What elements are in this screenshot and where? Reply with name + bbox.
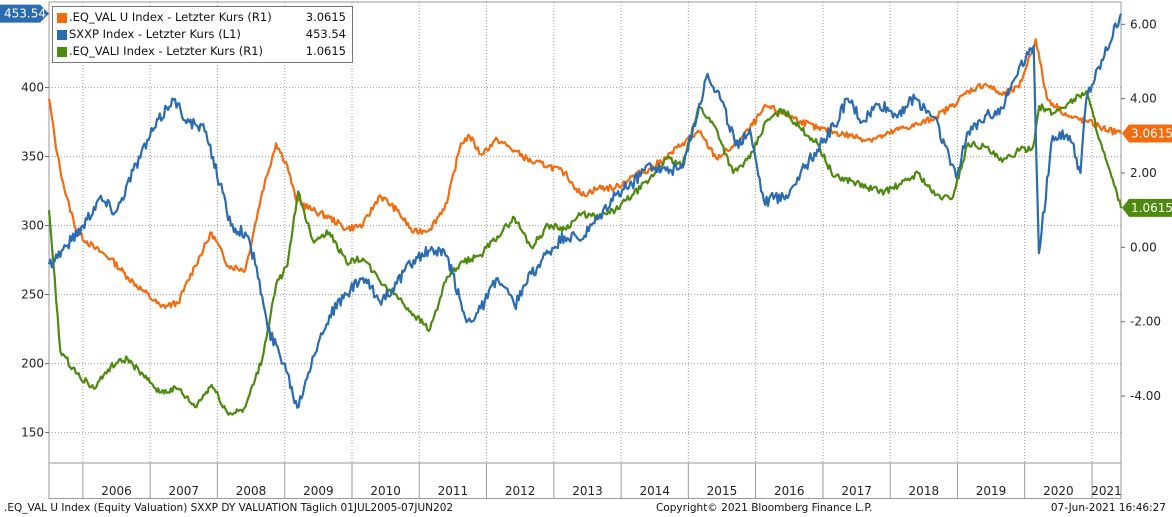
- series-line: [47, 13, 1123, 409]
- left-tick-label: 200: [21, 357, 44, 371]
- x-tick-label: 2009: [303, 484, 334, 498]
- last-value-tag: 3.0615: [1122, 124, 1172, 143]
- x-tick-label: 2015: [707, 484, 738, 498]
- left-tick-label: 400: [21, 81, 44, 95]
- legend-item-eq-val: .EQ_VAL U Index - Letzter Kurs (R1) 3.06…: [53, 10, 352, 26]
- legend-item-sxxp: SXXP Index - Letzter Kurs (L1) 453.54: [53, 27, 352, 43]
- legend-swatch-sxxp: [57, 30, 67, 40]
- x-tick-label: 2006: [101, 484, 132, 498]
- x-tick-label: 2021: [1091, 484, 1122, 498]
- right-tick-label: 4.00: [1130, 92, 1157, 106]
- left-tick-label: 250: [21, 288, 44, 302]
- x-tick-label: 2008: [236, 484, 267, 498]
- right-tick-label: -4.00: [1130, 389, 1161, 403]
- right-tick-label: 6.00: [1130, 17, 1157, 31]
- series-lines: [47, 13, 1123, 416]
- left-axis: 150 200 250 300 350 400: [21, 81, 49, 440]
- legend-swatch-eq-val: [57, 13, 67, 23]
- footer-source: .EQ_VAL U Index (Equity Valuation) SXXP …: [4, 502, 454, 514]
- x-tick-label: 2016: [774, 484, 805, 498]
- legend-label-sxxp: SXXP Index - Letzter Kurs (L1): [69, 27, 241, 41]
- x-tick-label: 2013: [572, 484, 603, 498]
- left-tick-label: 150: [21, 426, 44, 440]
- last-value-tags: 3.0615 1.0615 453.54: [0, 4, 1172, 217]
- grid-lines: [49, 2, 1121, 463]
- svg-text:3.0615: 3.0615: [1131, 127, 1172, 141]
- x-tick-label: 2011: [438, 484, 469, 498]
- legend-label-eq-vali: .EQ_VALI Index - Letzter Kurs (R1): [69, 44, 264, 58]
- footer-timestamp: 07-Jun-2021 16:46:27: [1050, 502, 1166, 514]
- footer: .EQ_VAL U Index (Equity Valuation) SXXP …: [0, 499, 1172, 517]
- last-value-tag: 1.0615: [1122, 198, 1172, 217]
- svg-text:1.0615: 1.0615: [1131, 201, 1172, 215]
- left-tick-label: 350: [21, 150, 44, 164]
- x-tick-label: 2012: [505, 484, 536, 498]
- series-line: [47, 38, 1122, 310]
- x-tick-label: 2017: [841, 484, 872, 498]
- legend-item-eq-vali: .EQ_VALI Index - Letzter Kurs (R1) 1.061…: [53, 44, 352, 60]
- legend-value-sxxp: 453.54: [305, 27, 346, 41]
- x-axis: 2006 2007 2008 2009 2010 2011 2012 2013 2014 2015…: [48, 463, 1122, 499]
- chart-svg: 150 200 250 300 350 400 -4.00 -2.00 0.00 2.00 4.0…: [0, 1, 1172, 499]
- footer-copyright: Copyright© 2021 Bloomberg Finance L.P.: [656, 502, 873, 514]
- x-tick-label: 2014: [639, 484, 670, 498]
- right-tick-label: 0.00: [1130, 240, 1157, 254]
- x-tick-label: 2018: [909, 484, 940, 498]
- legend-swatch-eq-vali: [57, 47, 67, 57]
- legend-label-eq-val: .EQ_VAL U Index - Letzter Kurs (R1): [69, 10, 272, 24]
- legend-value-eq-val: 3.0615: [305, 10, 346, 24]
- legend: .EQ_VAL U Index - Letzter Kurs (R1) 3.06…: [52, 6, 353, 63]
- right-axis: -4.00 -2.00 0.00 2.00 4.00 6.00: [1121, 17, 1161, 403]
- left-tick-label: 300: [21, 219, 44, 233]
- x-tick-label: 2020: [1043, 484, 1074, 498]
- series-line: [47, 90, 1123, 416]
- x-tick-label: 2007: [168, 484, 199, 498]
- right-tick-label: 2.00: [1130, 166, 1157, 180]
- x-tick-label: 2019: [976, 484, 1007, 498]
- legend-value-eq-vali: 1.0615: [305, 44, 346, 58]
- right-tick-label: -2.00: [1130, 315, 1161, 329]
- svg-text:453.54: 453.54: [4, 7, 46, 21]
- x-tick-label: 2010: [370, 484, 401, 498]
- last-value-tag: 453.54: [0, 4, 49, 23]
- plot-area: [48, 1, 1122, 464]
